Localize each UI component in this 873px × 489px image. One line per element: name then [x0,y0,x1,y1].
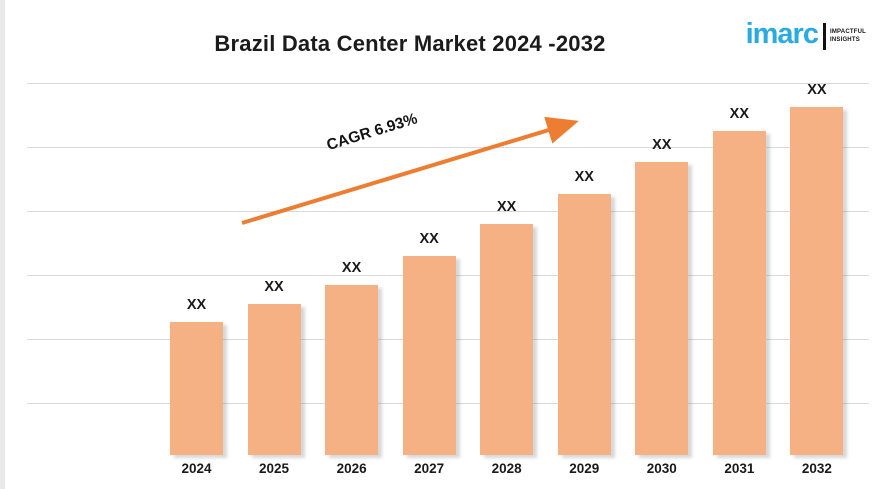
bar-value-label-2025: XX [264,279,284,295]
bar-2031 [712,131,766,455]
x-axis-label-2030: 2030 [646,461,677,476]
x-axis-label-2026: 2026 [336,461,367,476]
bar-2027 [402,256,456,455]
x-axis-label-2031: 2031 [724,461,755,476]
logo-tagline: IMPACTFUL INSIGHTS [830,29,866,45]
bar-value-label-2032: XX [807,82,827,98]
logo-divider [822,23,826,50]
bar-2029 [557,194,611,455]
x-axis-label-2025: 2025 [259,461,290,476]
logo-tagline-line1: IMPACTFUL [829,28,866,35]
bar-2030 [635,162,689,455]
x-axis-label-2027: 2027 [414,461,445,476]
bar-value-label-2030: XX [652,137,672,153]
bar-2024 [170,322,223,455]
bar-value-label-2028: XX [497,199,517,215]
bar-2025 [247,304,301,455]
bar-value-label-2031: XX [729,106,750,122]
bar-2032 [790,107,844,455]
bar-2026 [325,285,379,455]
logo-tagline-line2: INSIGHTS [829,36,860,43]
bar-value-label-2029: XX [574,169,594,185]
gridline [27,83,869,84]
chart-title: Brazil Data Center Market 2024 -2032 [214,31,606,56]
left-edge-strip [0,0,5,489]
bar-value-label-2026: XX [341,260,362,276]
bar-value-label-2027: XX [419,231,439,247]
cagr-annotation: CAGR 6.93% [324,110,420,155]
x-axis-label-2029: 2029 [569,461,600,476]
bar-value-label-2024: XX [186,297,207,313]
x-axis-label-2032: 2032 [801,461,832,476]
x-axis-label-2028: 2028 [491,461,522,476]
x-axis-label-2024: 2024 [181,461,212,476]
imarc-logo: imarc IMPACTFUL INSIGHTS [745,18,866,51]
bar-2028 [480,224,534,455]
imarc-logo-wordmark: imarc [745,18,819,50]
